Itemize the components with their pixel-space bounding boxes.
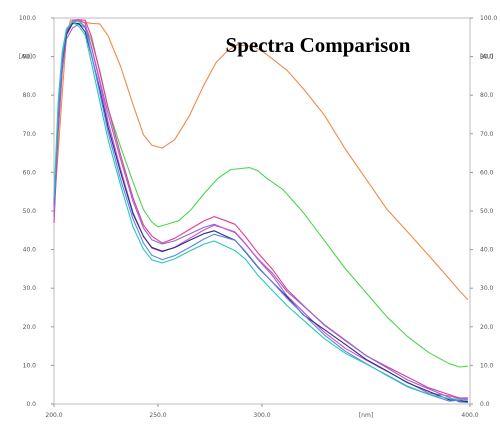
y-tick-left-label: 50.0 xyxy=(23,208,37,215)
series-line-5 xyxy=(53,19,468,400)
y-tick-right-label: 90.0 xyxy=(480,54,494,61)
chart-title: Spectra Comparison xyxy=(226,33,411,57)
y-tick-left-label: 70.0 xyxy=(23,131,37,138)
y-tick-right-label: 30.0 xyxy=(480,285,494,292)
y-tick-right-label: 50.0 xyxy=(480,208,494,215)
x-unit-label: [nm] xyxy=(359,412,373,419)
y-tick-right-label: 40.0 xyxy=(480,247,494,254)
y-tick-left-label: 80.0 xyxy=(23,92,37,99)
y-tick-left-label: 20.0 xyxy=(23,324,37,331)
x-tick-label: 250.0 xyxy=(149,412,166,419)
series-line-2 xyxy=(53,22,468,368)
y-tick-right-label: 20.0 xyxy=(480,324,494,331)
series-line-8 xyxy=(53,21,468,401)
y-tick-left-label: 10.0 xyxy=(23,362,37,369)
y-tick-left-label: 90.0 xyxy=(23,54,37,61)
y-tick-right-label: 70.0 xyxy=(480,131,494,138)
y-tick-right-label: 80.0 xyxy=(480,92,494,99)
y-tick-right-label: 100.0 xyxy=(480,15,497,22)
series-line-4 xyxy=(53,23,468,403)
y-tick-left-label: 60.0 xyxy=(23,169,37,176)
x-tick-label: 400.0 xyxy=(461,412,478,419)
y-tick-right-label: 10.0 xyxy=(480,362,494,369)
plot-area xyxy=(53,17,471,405)
y-tick-left-label: 100.0 xyxy=(19,15,36,22)
y-tick-left-label: 0.0 xyxy=(26,401,36,408)
y-unit-label-right: [AU] xyxy=(480,54,493,61)
y-tick-left-label: 30.0 xyxy=(23,285,37,292)
x-tick-label: 200.0 xyxy=(45,412,62,419)
y-tick-right-label: 0.0 xyxy=(480,401,490,408)
axes-layer: 0.0 10.0 20.0 30.0 40.0 50.0 60.0 70.0 80.0 90.0 1… xyxy=(19,15,498,419)
y-unit-label-left: [AU] xyxy=(19,54,32,61)
series-line-1 xyxy=(53,19,469,301)
x-tick-label: 300.0 xyxy=(253,412,270,419)
y-tick-left-label: 40.0 xyxy=(23,247,37,254)
series-layer xyxy=(53,19,469,403)
y-tick-right-label: 60.0 xyxy=(480,169,494,176)
series-line-6 xyxy=(53,22,468,403)
